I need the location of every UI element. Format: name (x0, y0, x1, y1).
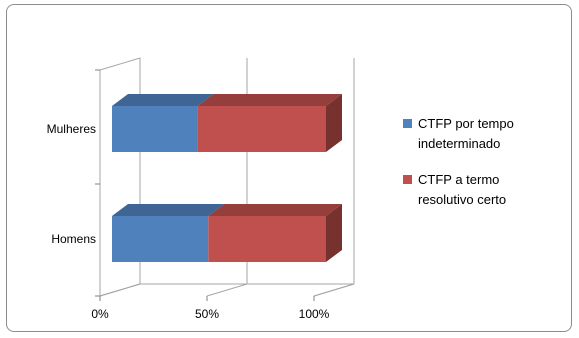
bar-top (197, 94, 342, 106)
legend-label: CTFP a termo resolutivo certo (418, 172, 506, 207)
bar-top (112, 204, 225, 216)
legend-label-line: resolutivo certo (418, 192, 506, 207)
y-axis-ticks: Mulheres Homens (47, 69, 100, 297)
y-tick-label: Mulheres (47, 122, 96, 136)
bar-top (208, 204, 342, 216)
floor-gridline (206, 283, 248, 297)
x-axis-ticks: 0% 50% 100% (91, 296, 330, 321)
bar-front (112, 216, 209, 262)
legend-label: CTFP por tempo indeterminado (418, 116, 514, 151)
bar-homens-series-1 (112, 204, 225, 262)
x-tick-label: 50% (195, 307, 219, 321)
legend-swatch (403, 175, 412, 184)
bar-front (208, 216, 326, 262)
bar-homens-series-2 (208, 204, 342, 262)
bar-front (197, 106, 326, 152)
bar-side (326, 204, 342, 262)
y-tick-label: Homens (51, 232, 96, 246)
bars (112, 94, 342, 262)
bar-front (112, 106, 198, 152)
x-tick-label: 0% (91, 307, 109, 321)
bar-side (326, 94, 342, 152)
legend-item-2: CTFP a termo resolutivo certo (403, 172, 506, 207)
legend-item-1: CTFP por tempo indeterminado (403, 116, 514, 151)
floor-gridline (99, 283, 141, 297)
floor-gridline (313, 283, 355, 297)
bar-mulheres-series-2 (197, 94, 342, 152)
legend: CTFP por tempo indeterminado CTFP a termo r… (403, 116, 514, 207)
x-tick-label: 100% (299, 307, 330, 321)
legend-label-line: CTFP por tempo (418, 116, 514, 131)
legend-label-line: indeterminado (418, 136, 500, 151)
legend-swatch (403, 119, 412, 128)
bar-top (112, 94, 214, 106)
bar-mulheres-series-1 (112, 94, 214, 152)
legend-label-line: CTFP a termo (418, 172, 499, 187)
